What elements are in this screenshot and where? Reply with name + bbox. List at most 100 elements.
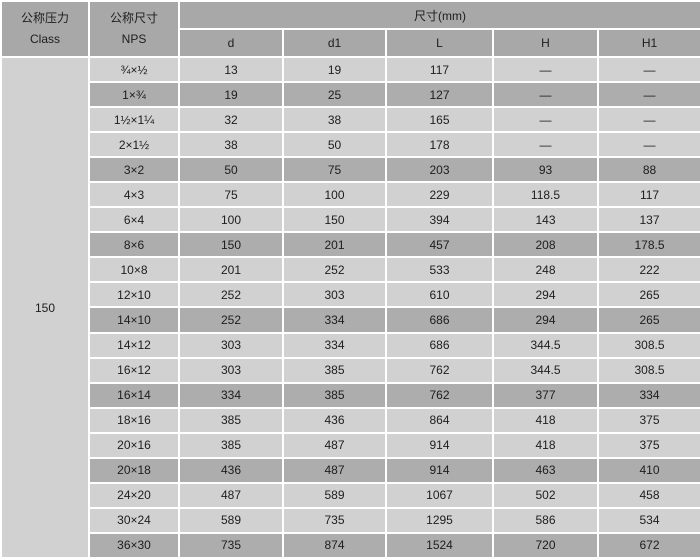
value-cell-H1: 375	[596, 406, 700, 434]
value-cell-H: 143	[492, 206, 599, 234]
value-cell-L: 1067	[385, 481, 494, 509]
value-cell-H1: 117	[596, 181, 700, 209]
nps-cell: ¾×½	[88, 55, 180, 84]
value-cell-H: —	[492, 55, 599, 84]
value-cell-H: 344.5	[492, 331, 599, 359]
nps-cell: 4×3	[88, 181, 180, 209]
value-cell-L: 610	[385, 281, 494, 309]
value-cell-H1: 375	[596, 431, 700, 459]
table-row: 18×16 385 436 864 418 375	[1, 406, 700, 434]
nps-cell: 16×12	[88, 356, 180, 384]
value-cell-d: 589	[178, 506, 284, 534]
table-header: 公称压力 Class 公称尺寸 NPS 尺寸(mm) d d1 L H H1	[0, 0, 700, 58]
value-cell-d1: 201	[282, 231, 387, 259]
value-cell-d: 252	[178, 306, 284, 334]
value-cell-d1: 735	[282, 506, 387, 534]
table-row: 14×12 303 334 686 344.5 308.5	[1, 331, 700, 359]
table-row: 6×4 100 150 394 143 137	[1, 206, 700, 234]
nps-cell: 6×4	[88, 206, 180, 234]
value-cell-d: 13	[178, 55, 284, 84]
value-cell-H: 93	[492, 156, 599, 184]
value-cell-L: 117	[385, 55, 494, 84]
value-cell-L: 914	[385, 456, 494, 484]
header-row-2: d d1 L H H1	[1, 28, 700, 58]
value-cell-H1: 88	[596, 156, 700, 184]
value-cell-H1: —	[596, 106, 700, 134]
value-cell-L: 686	[385, 331, 494, 359]
value-cell-d1: 334	[282, 331, 387, 359]
value-cell-d: 303	[178, 331, 284, 359]
table-row: 12×10 252 303 610 294 265	[1, 281, 700, 309]
header-col-H1: H1	[596, 28, 700, 58]
table-row: 16×14 334 385 762 377 334	[1, 381, 700, 409]
value-cell-H1: 672	[596, 531, 700, 559]
value-cell-H: 248	[492, 256, 599, 284]
value-cell-d: 150	[178, 231, 284, 259]
nps-cell: 10×8	[88, 256, 180, 284]
value-cell-d1: 385	[282, 356, 387, 384]
nps-cell: 3×2	[88, 156, 180, 184]
value-cell-L: 762	[385, 356, 494, 384]
value-cell-d: 487	[178, 481, 284, 509]
table-row: 20×16 385 487 914 418 375	[1, 431, 700, 459]
table-row: 2×1½ 38 50 178— —	[1, 131, 700, 159]
value-cell-L: 178	[385, 131, 494, 159]
table-row: 1×¾ 19 25 127— —	[1, 81, 700, 109]
nps-cell: 8×6	[88, 231, 180, 259]
value-cell-H: 418	[492, 406, 599, 434]
value-cell-L: 203	[385, 156, 494, 184]
value-cell-d1: 487	[282, 431, 387, 459]
value-cell-H: 294	[492, 306, 599, 334]
value-cell-H1: 308.5	[596, 356, 700, 384]
value-cell-H1: 265	[596, 281, 700, 309]
value-cell-d: 385	[178, 406, 284, 434]
header-col-L: L	[385, 28, 494, 58]
value-cell-d1: 252	[282, 256, 387, 284]
header-size-cn: 公称尺寸	[109, 11, 158, 25]
value-cell-d1: 589	[282, 481, 387, 509]
table-row: 16×12 303 385 762 344.5 308.5	[1, 356, 700, 384]
table-row: 30×24 589 735 1295 586 534	[1, 506, 700, 534]
nps-cell: 20×16	[88, 431, 180, 459]
value-cell-L: 457	[385, 231, 494, 259]
value-cell-d1: 100	[282, 181, 387, 209]
header-pressure-class: 公称压力 Class	[0, 0, 90, 58]
value-cell-d: 19	[178, 81, 284, 109]
nps-cell: 1×¾	[88, 81, 180, 109]
value-cell-H: 720	[492, 531, 599, 559]
value-cell-H1: 137	[596, 206, 700, 234]
value-cell-d1: 303	[282, 281, 387, 309]
nps-cell: 20×18	[88, 456, 180, 484]
value-cell-L: 762	[385, 381, 494, 409]
header-col-d: d	[178, 28, 284, 58]
nps-cell: 30×24	[88, 506, 180, 534]
value-cell-H: —	[492, 81, 599, 109]
nps-cell: 36×30	[88, 531, 180, 559]
value-cell-d: 38	[178, 131, 284, 159]
table-row: 8×6 150 201 457 208 178.5	[1, 231, 700, 259]
value-cell-H: 502	[492, 481, 599, 509]
value-cell-H1: —	[596, 81, 700, 109]
value-cell-d: 436	[178, 456, 284, 484]
value-cell-H: 208	[492, 231, 599, 259]
table-row: 4×3 75 100 229 118.5 117	[1, 181, 700, 209]
table-row: 3×2 50 75 203 93 88	[1, 156, 700, 184]
value-cell-L: 127	[385, 81, 494, 109]
value-cell-L: 1524	[385, 531, 494, 559]
value-cell-d1: 874	[282, 531, 387, 559]
value-cell-d: 252	[178, 281, 284, 309]
nps-cell: 1½×1¼	[88, 106, 180, 134]
value-cell-L: 1295	[385, 506, 494, 534]
value-cell-d1: 50	[282, 131, 387, 159]
nps-cell: 16×14	[88, 381, 180, 409]
value-cell-L: 533	[385, 256, 494, 284]
value-cell-H1: 458	[596, 481, 700, 509]
class-value-cell: 150	[0, 56, 90, 559]
header-pressure-en: Class	[29, 32, 60, 46]
table-row: 10×8 201 252 533 248 222	[1, 256, 700, 284]
header-nominal-size: 公称尺寸 NPS	[88, 0, 180, 58]
table-row: 36×30 735 874 1524 720 672	[1, 531, 700, 559]
header-size-en: NPS	[121, 32, 147, 46]
value-cell-L: 686	[385, 306, 494, 334]
